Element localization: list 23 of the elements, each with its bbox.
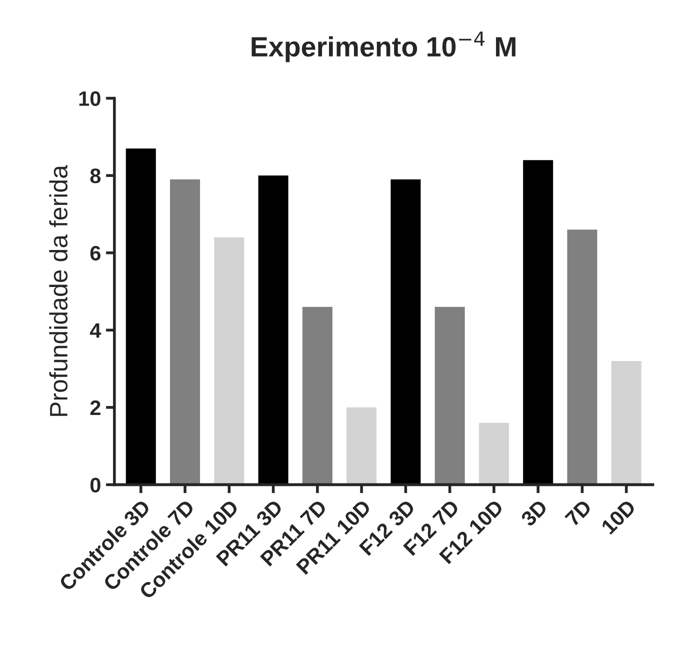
x-tick-label: 7D xyxy=(564,499,592,527)
bar xyxy=(302,306,332,485)
bar xyxy=(170,179,200,485)
y-tick-label: 0 xyxy=(90,478,100,492)
bar xyxy=(478,422,509,485)
x-tick-label: 10D xyxy=(600,498,637,535)
bar xyxy=(390,179,421,485)
bar xyxy=(611,361,642,485)
y-tick-label: 8 xyxy=(90,168,101,184)
bar xyxy=(214,237,244,485)
bar xyxy=(567,230,598,485)
bar xyxy=(126,148,156,485)
bar xyxy=(258,176,288,485)
y-tick-label: 6 xyxy=(90,246,100,261)
y-tick-label: 2 xyxy=(90,400,100,415)
y-tick-label: 10 xyxy=(79,91,100,106)
chart-title: Experimento 10$^{−4}$ M xyxy=(252,32,516,62)
y-tick-label: 4 xyxy=(90,323,102,338)
bar xyxy=(523,160,554,485)
y-axis-title: Profundidade da ferida xyxy=(49,164,68,416)
bar xyxy=(434,306,465,485)
bar xyxy=(346,407,377,485)
x-tick-label: 3D xyxy=(520,498,548,528)
